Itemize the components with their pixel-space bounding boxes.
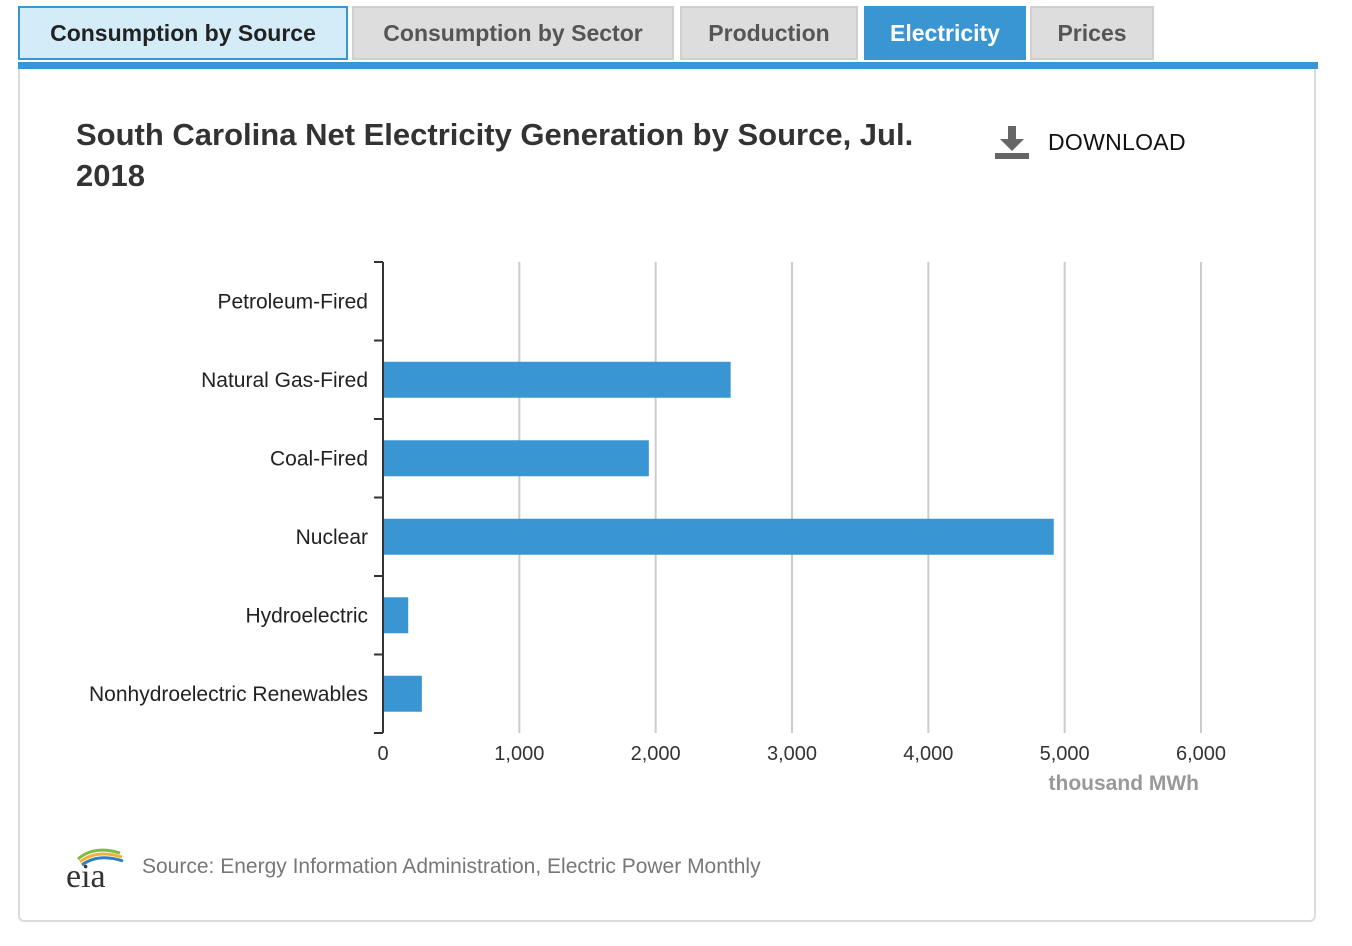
bar bbox=[383, 440, 649, 477]
category-label: Coal-Fired bbox=[270, 447, 368, 470]
category-label: Nonhydroelectric Renewables bbox=[89, 683, 368, 706]
x-tick-label: 5,000 bbox=[1040, 743, 1090, 765]
chart-title: South Carolina Net Electricity Generatio… bbox=[76, 117, 914, 193]
tab-bar: Consumption by Source Consumption by Sec… bbox=[18, 6, 1318, 62]
tab-consumption-by-source[interactable]: Consumption by Source bbox=[18, 6, 348, 60]
tab-prices[interactable]: Prices bbox=[1030, 6, 1154, 60]
chart-panel bbox=[18, 69, 1316, 922]
x-tick-label: 2,000 bbox=[631, 743, 681, 765]
bar bbox=[383, 675, 422, 712]
x-axis-unit-label: thousand MWh bbox=[1049, 772, 1199, 795]
eia-logo: eia bbox=[66, 848, 124, 891]
tab-production[interactable]: Production bbox=[680, 6, 858, 60]
bar bbox=[383, 518, 1054, 555]
tab-electricity[interactable]: Electricity bbox=[864, 6, 1026, 60]
x-tick-label: 0 bbox=[377, 743, 388, 765]
category-label: Nuclear bbox=[296, 526, 368, 549]
chart-footer: eia Source: Energy Information Administr… bbox=[64, 842, 761, 892]
tab-bar-underline bbox=[18, 62, 1318, 69]
x-tick-label: 1,000 bbox=[494, 743, 544, 765]
download-button[interactable]: DOWNLOAD bbox=[994, 122, 1186, 162]
category-label: Natural Gas-Fired bbox=[201, 369, 368, 392]
x-tick-label: 4,000 bbox=[903, 743, 953, 765]
x-tick-label: 6,000 bbox=[1176, 743, 1226, 765]
x-tick-label: 3,000 bbox=[767, 743, 817, 765]
bar bbox=[383, 597, 409, 634]
category-label: Hydroelectric bbox=[245, 604, 368, 627]
bar bbox=[383, 361, 731, 398]
download-label: DOWNLOAD bbox=[1048, 128, 1186, 155]
category-label: Petroleum-Fired bbox=[217, 290, 368, 313]
svg-text:eia: eia bbox=[66, 858, 106, 891]
source-note: Source: Energy Information Administratio… bbox=[142, 855, 761, 878]
tab-consumption-by-sector[interactable]: Consumption by Sector bbox=[352, 6, 674, 60]
download-icon bbox=[995, 126, 1029, 159]
